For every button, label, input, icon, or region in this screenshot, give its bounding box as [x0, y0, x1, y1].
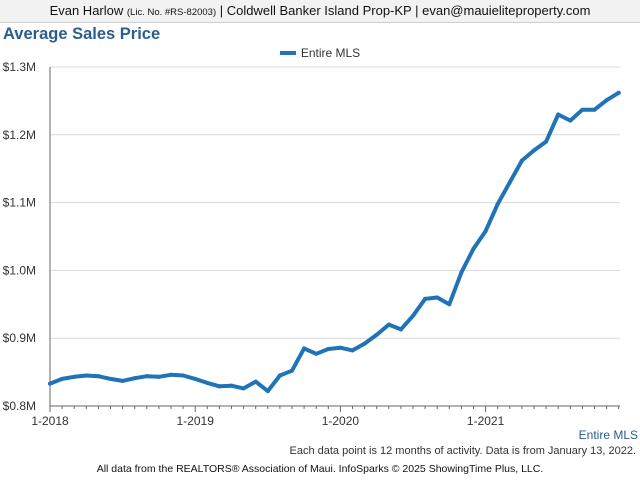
data-point [495, 201, 500, 206]
y-tick-label: $1.2M [3, 128, 36, 142]
data-point [374, 332, 379, 337]
data-point [229, 383, 234, 388]
data-point [556, 112, 561, 117]
data-point [253, 379, 258, 384]
data-point [169, 372, 173, 377]
data-point [350, 348, 355, 353]
data-point [217, 384, 222, 389]
data-point [568, 118, 573, 123]
data-point [265, 389, 270, 394]
y-tick-label: $0.9M [3, 331, 36, 345]
x-tick-label: 1-2020 [322, 414, 360, 428]
data-point [423, 296, 428, 301]
data-point [604, 98, 609, 103]
data-point [338, 345, 343, 350]
data-point [398, 327, 403, 332]
data-point [447, 302, 452, 307]
data-point [156, 374, 161, 379]
data-point [181, 373, 186, 378]
y-tick-label: $1.3M [3, 60, 36, 74]
series-tag: Entire MLS [578, 428, 638, 442]
data-point [72, 374, 77, 379]
data-point [507, 180, 512, 185]
legend: Entire MLS [0, 46, 640, 60]
axes [49, 67, 620, 412]
data-point [241, 386, 246, 391]
data-point [411, 313, 415, 318]
data-point [144, 374, 149, 379]
data-point [616, 90, 621, 95]
data-point [290, 368, 294, 373]
data-point [544, 139, 549, 144]
data-point [326, 347, 331, 352]
data-point [592, 107, 597, 112]
x-tick-label: 1-2021 [467, 414, 505, 428]
data-point [580, 107, 585, 112]
series-line-entire-mls [48, 90, 621, 394]
data-note: Each data point is 12 months of activity… [289, 445, 636, 457]
data-point [84, 373, 89, 378]
data-point [459, 270, 464, 275]
data-point [362, 341, 367, 346]
agent-header: Evan Harlow (Lic. No. #RS-82003) | Coldw… [0, 0, 640, 23]
license-number: (Lic. No. #RS-82003) [126, 7, 217, 18]
data-point [96, 374, 101, 379]
data-point [386, 322, 391, 327]
data-point [277, 373, 282, 378]
data-point [108, 376, 113, 381]
legend-swatch [279, 50, 296, 55]
data-point [48, 381, 52, 386]
agent-name: Evan Harlow [49, 3, 124, 18]
data-point [532, 148, 536, 153]
gridlines [50, 66, 620, 339]
data-point [435, 295, 440, 300]
data-point [483, 229, 488, 234]
data-point [132, 376, 137, 381]
source-footer: All data from the REALTORS® Association … [96, 463, 544, 475]
data-point [60, 376, 65, 381]
chart-title: Average Sales Price [3, 25, 161, 43]
data-point [205, 380, 210, 385]
data-point [471, 246, 476, 251]
brokerage: | Coldwell Banker Island Prop-KP | [219, 3, 419, 18]
legend-label: Entire MLS [300, 46, 361, 60]
data-point [314, 351, 319, 356]
data-point [302, 346, 307, 351]
y-tick-label: $0.8M [3, 399, 36, 413]
y-tick-label: $1.0M [3, 263, 36, 277]
y-tick-label: $1.1M [3, 196, 36, 210]
tick-labels: $1.3M $1.2M $1.1M $1.0M $0.9M $0.8M1-2018 1-20… [3, 60, 505, 428]
x-tick-label: 1-2019 [177, 414, 215, 428]
x-tick-label: 1-2018 [31, 414, 69, 428]
agent-email[interactable]: evan@mauieliteproperty.com [422, 3, 591, 18]
series-layer [48, 90, 621, 394]
data-point [519, 158, 524, 163]
data-point [120, 378, 125, 383]
data-point [193, 376, 198, 381]
